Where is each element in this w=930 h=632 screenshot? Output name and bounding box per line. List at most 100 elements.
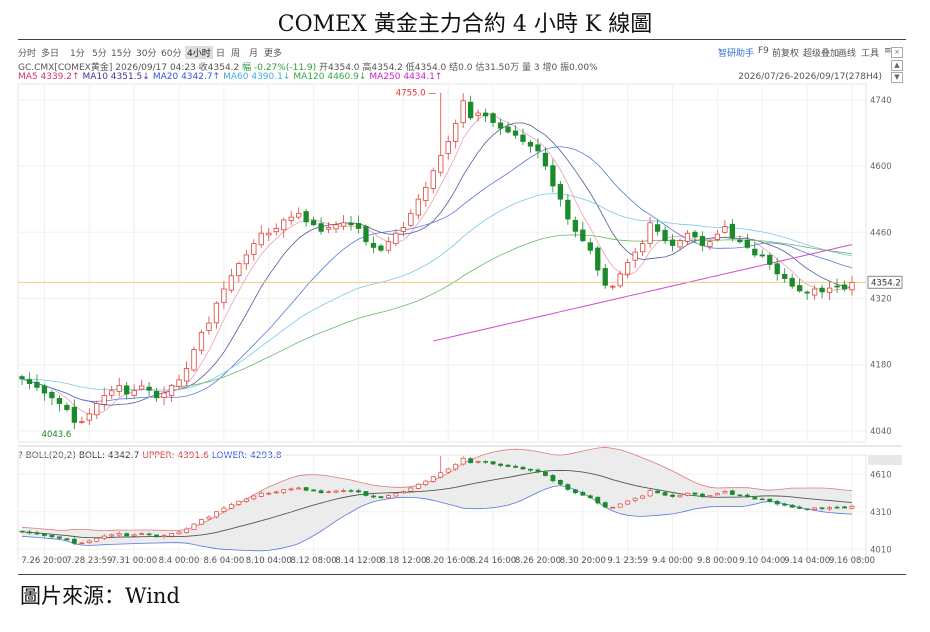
boll-candle xyxy=(453,463,459,471)
ma10-line xyxy=(21,122,853,406)
candle-body xyxy=(236,263,242,277)
toolbar-right-item-0[interactable]: 智研助手 xyxy=(718,49,755,59)
close-icon[interactable]: × xyxy=(891,47,903,58)
period-tab-11[interactable]: 更多 xyxy=(264,49,283,59)
candle-body xyxy=(639,243,646,253)
boll-candle-body xyxy=(737,494,743,497)
candle xyxy=(699,231,706,252)
period-tab-7[interactable]: 4小时 xyxy=(185,46,213,59)
boll-candle xyxy=(393,492,399,497)
candle xyxy=(550,159,556,193)
candle-body xyxy=(56,398,63,404)
candle-body xyxy=(453,123,459,142)
period-tab-2[interactable]: 1分 xyxy=(70,49,85,59)
candle xyxy=(363,224,369,246)
boll-candle xyxy=(789,504,795,508)
toolbar-right-item-4[interactable]: 画线 xyxy=(838,49,857,59)
period-tab-4[interactable]: 15分 xyxy=(111,49,132,59)
toolbar-right-item-2[interactable]: 前复权 xyxy=(772,49,800,59)
scroll-up-icon[interactable]: ▲ xyxy=(891,60,903,71)
boll-candle xyxy=(445,467,451,474)
x-tick-label: 8.6 04:00 xyxy=(204,556,245,566)
boll-candle-body xyxy=(812,507,818,510)
candle-body xyxy=(153,390,160,399)
x-tick-label: 9.14 04:00 xyxy=(784,556,830,566)
boll-candle xyxy=(423,479,429,487)
candle-body xyxy=(722,226,728,233)
period-tab-6[interactable]: 60分 xyxy=(161,49,182,59)
amount-label: 估31.50万 xyxy=(475,63,520,73)
period-tab-0[interactable]: 分时 xyxy=(18,49,37,59)
candle xyxy=(288,210,294,225)
toolbar-right-item-5[interactable]: 工具 xyxy=(861,49,880,59)
period-tab-9[interactable]: 周 xyxy=(231,49,241,59)
candle xyxy=(647,216,653,248)
boll-candle xyxy=(490,461,496,466)
toolbar-right-item-1[interactable]: F9 xyxy=(758,46,769,56)
candle xyxy=(161,386,167,406)
candle xyxy=(101,387,107,411)
toolbar-right-item-3[interactable]: 超级叠加 xyxy=(803,49,840,59)
boll-candle xyxy=(692,492,698,496)
candle-body xyxy=(849,281,855,291)
boll-candle-body xyxy=(580,492,586,496)
candle xyxy=(310,216,317,227)
boll-candle xyxy=(662,491,668,497)
candle-body xyxy=(811,288,818,296)
boll-candle-body xyxy=(169,533,174,537)
candle xyxy=(625,258,631,279)
boll-candle xyxy=(700,492,705,498)
boll-candle xyxy=(318,489,324,494)
quote-info-line: GC.CMX[COMEX黄金] 2026/09/17 04:23 收4354.2… xyxy=(18,60,598,73)
toolbar-right-item-6[interactable]: ≡ xyxy=(884,46,892,56)
boll-candle xyxy=(625,500,631,506)
x-tick-label: 9.1 23:59 xyxy=(607,556,648,566)
boll-candle-body xyxy=(251,495,257,500)
candle-body xyxy=(774,263,780,275)
period-tab-3[interactable]: 5分 xyxy=(92,49,107,59)
boll-candle-body xyxy=(498,463,503,466)
candle xyxy=(236,261,242,283)
boll-candle-body xyxy=(827,507,832,510)
boll-candle-body xyxy=(707,495,713,498)
candle-body xyxy=(288,216,294,221)
boll-candle-body xyxy=(782,503,788,506)
boll-legend-item-0: ? BOLL(20,2) xyxy=(18,451,76,461)
boll-candle xyxy=(266,491,272,496)
boll-candle-body xyxy=(86,540,92,544)
boll-candle-body xyxy=(565,484,571,490)
candle-body xyxy=(557,183,564,200)
candle xyxy=(797,278,803,293)
boll-candle-body xyxy=(797,506,803,509)
period-tab-8[interactable]: 日 xyxy=(216,49,226,59)
scroll-down-icon[interactable]: ▼ xyxy=(891,72,903,83)
boll-candle xyxy=(580,490,586,496)
boll-candle-body xyxy=(842,506,847,509)
candle xyxy=(617,270,623,289)
boll-candle-body xyxy=(116,533,122,536)
boll-candle-body xyxy=(834,506,840,509)
period-tab-1[interactable]: 多日 xyxy=(41,49,60,59)
boll-lower-line xyxy=(21,485,853,552)
boll-candle-body xyxy=(849,505,855,509)
candle xyxy=(64,402,70,412)
candle-body xyxy=(535,144,541,152)
candle xyxy=(251,239,257,261)
candle-body xyxy=(654,224,661,232)
candle-body xyxy=(497,122,504,129)
period-tab-5[interactable]: 30分 xyxy=(136,49,157,59)
candle xyxy=(834,278,840,294)
boll-candle-body xyxy=(483,461,489,463)
candle-body xyxy=(251,243,257,255)
boll-candle xyxy=(729,489,735,496)
candle xyxy=(475,109,481,122)
ma-legend-item-3: MA60 4390.1↓ xyxy=(223,72,291,82)
boll-candle-body xyxy=(475,461,481,463)
candle-body xyxy=(243,254,249,265)
boll-candle-body xyxy=(236,500,242,505)
boll-candle-body xyxy=(333,490,339,493)
boll-candle-body xyxy=(79,542,85,545)
candle xyxy=(228,268,235,293)
period-tab-10[interactable]: 月 xyxy=(249,49,259,59)
